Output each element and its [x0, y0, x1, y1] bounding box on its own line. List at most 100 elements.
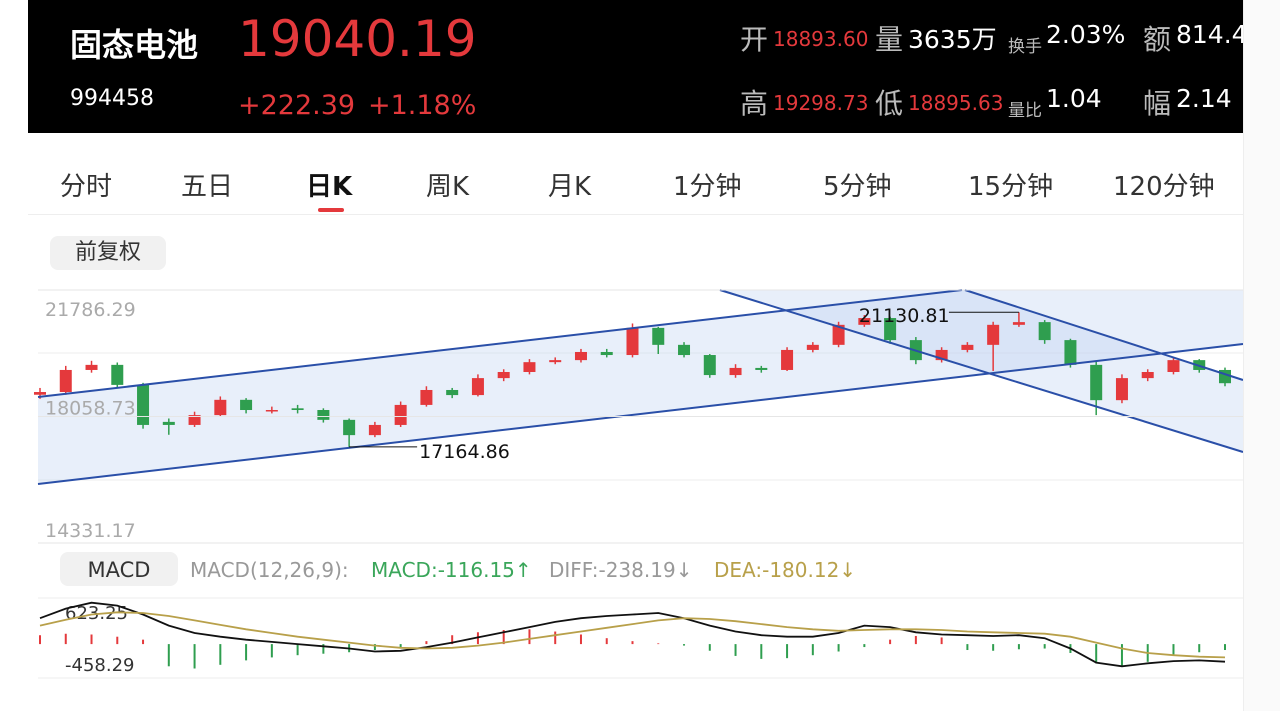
candle-body [755, 367, 768, 370]
candle-body [703, 355, 716, 376]
trend-line [37, 289, 963, 398]
stat-label: 额 [1143, 23, 1172, 56]
candle-body [549, 360, 562, 363]
diff-line [39, 601, 1226, 668]
dea-value: DEA:-180.12↓ [714, 558, 856, 582]
candle-body [626, 327, 639, 356]
candle-body [188, 415, 201, 425]
channel-fill [38, 290, 1243, 484]
tab-underline [318, 208, 344, 212]
candle-body [214, 399, 227, 416]
candle-body [471, 378, 484, 396]
side-strip [1243, 0, 1280, 711]
y-tick-label: -458.29 [65, 655, 134, 676]
y-tick-label: 18058.73 [45, 398, 136, 420]
candle-body [523, 362, 536, 373]
candle-body [420, 389, 433, 405]
candle-body [1167, 360, 1180, 373]
candle-body [600, 351, 613, 356]
trend-line [719, 289, 1244, 453]
macd-title: MACD [88, 558, 151, 582]
candle-body [987, 324, 1000, 345]
macd-params: MACD(12,26,9): [190, 558, 349, 582]
y-tick-label: 14331.17 [45, 520, 136, 542]
candle-body [1012, 322, 1025, 325]
tab[interactable]: 120分钟 [1113, 172, 1215, 202]
stat-value: 18895.63 [908, 91, 1004, 115]
candle-body [832, 324, 845, 345]
candle-body [394, 404, 407, 425]
candle-body [652, 327, 665, 345]
candle-body [1141, 372, 1154, 379]
tab[interactable]: 5分钟 [823, 172, 892, 202]
candle-body [678, 344, 691, 356]
tab[interactable]: 月K [548, 172, 592, 202]
candle-body [1090, 364, 1103, 401]
candle-body [781, 349, 794, 370]
candle-body [240, 399, 253, 411]
change-pct: +1.18% [368, 90, 477, 121]
candle-body [291, 408, 304, 411]
candle-body [574, 351, 587, 361]
stat-label: 高 [740, 87, 769, 120]
candle-body [59, 369, 72, 393]
candle-body [858, 318, 871, 325]
annotation: 21130.81 [859, 305, 950, 327]
price: 19040.19 [238, 10, 477, 68]
stat-value: 2.03% [1046, 20, 1126, 49]
stat-value: 2.14 [1176, 84, 1232, 113]
trend-line [964, 289, 1244, 381]
stat-label: 换手 [1008, 37, 1042, 57]
candle-body [884, 318, 897, 341]
stat-value: 1.04 [1046, 84, 1102, 113]
stock-name: 固态电池 [70, 26, 199, 64]
candle-body [446, 389, 459, 396]
candle-body [137, 384, 150, 425]
adjust-button[interactable]: 前复权 [50, 236, 166, 270]
stat-value: 19298.73 [773, 91, 869, 115]
tab[interactable]: 五日 [181, 172, 234, 202]
candle-body [729, 367, 742, 376]
macd-button[interactable] [60, 552, 178, 586]
candle-body [162, 421, 175, 425]
stat-label: 开 [740, 23, 769, 56]
candle-body [343, 419, 356, 436]
quote-header: 固态电池 994458 19040.19 +222.39 +1.18% 开 188… [28, 0, 1243, 133]
stock-code: 994458 [70, 86, 154, 111]
y-tick-label: 21786.29 [45, 299, 136, 321]
period-tabs: 分时 五日 日K 周K 月K 1分钟 5分钟 15分钟 120分钟 [28, 148, 1243, 215]
dea-line [39, 611, 1226, 659]
candle-body [806, 344, 819, 350]
tab[interactable]: 日K [306, 166, 352, 212]
candle-body [961, 344, 974, 350]
candle-body [111, 364, 124, 385]
macd-value: MACD:-116.15↑ [371, 558, 532, 582]
stat-label: 幅 [1143, 87, 1172, 120]
stat-label: 量比 [1008, 101, 1042, 121]
candle-body [265, 410, 278, 412]
candle-body [497, 372, 510, 379]
stat-value: 814.4 [1176, 20, 1243, 49]
candle-body [34, 392, 46, 395]
diff-value: DIFF:-238.19↓ [549, 558, 692, 582]
candle-body [935, 349, 948, 361]
tab[interactable]: 分时 [60, 172, 113, 202]
trend-line [37, 343, 1244, 485]
tab[interactable]: 1分钟 [673, 172, 742, 202]
tab[interactable]: 周K [426, 172, 470, 202]
candle-body [85, 364, 98, 370]
candle-body [368, 424, 381, 436]
tab[interactable]: 15分钟 [968, 172, 1054, 202]
candle-body [1064, 340, 1077, 365]
candle-body [1038, 322, 1051, 341]
stat-label: 低 [875, 87, 904, 120]
change: +222.39 [238, 90, 356, 121]
annotation: 17164.86 [419, 441, 510, 463]
stat-value: 3635万 [908, 25, 997, 54]
candle-body [1115, 378, 1128, 401]
stat-value: 18893.60 [773, 27, 869, 51]
stat-label: 量 [875, 23, 904, 56]
candle-body [317, 410, 330, 420]
